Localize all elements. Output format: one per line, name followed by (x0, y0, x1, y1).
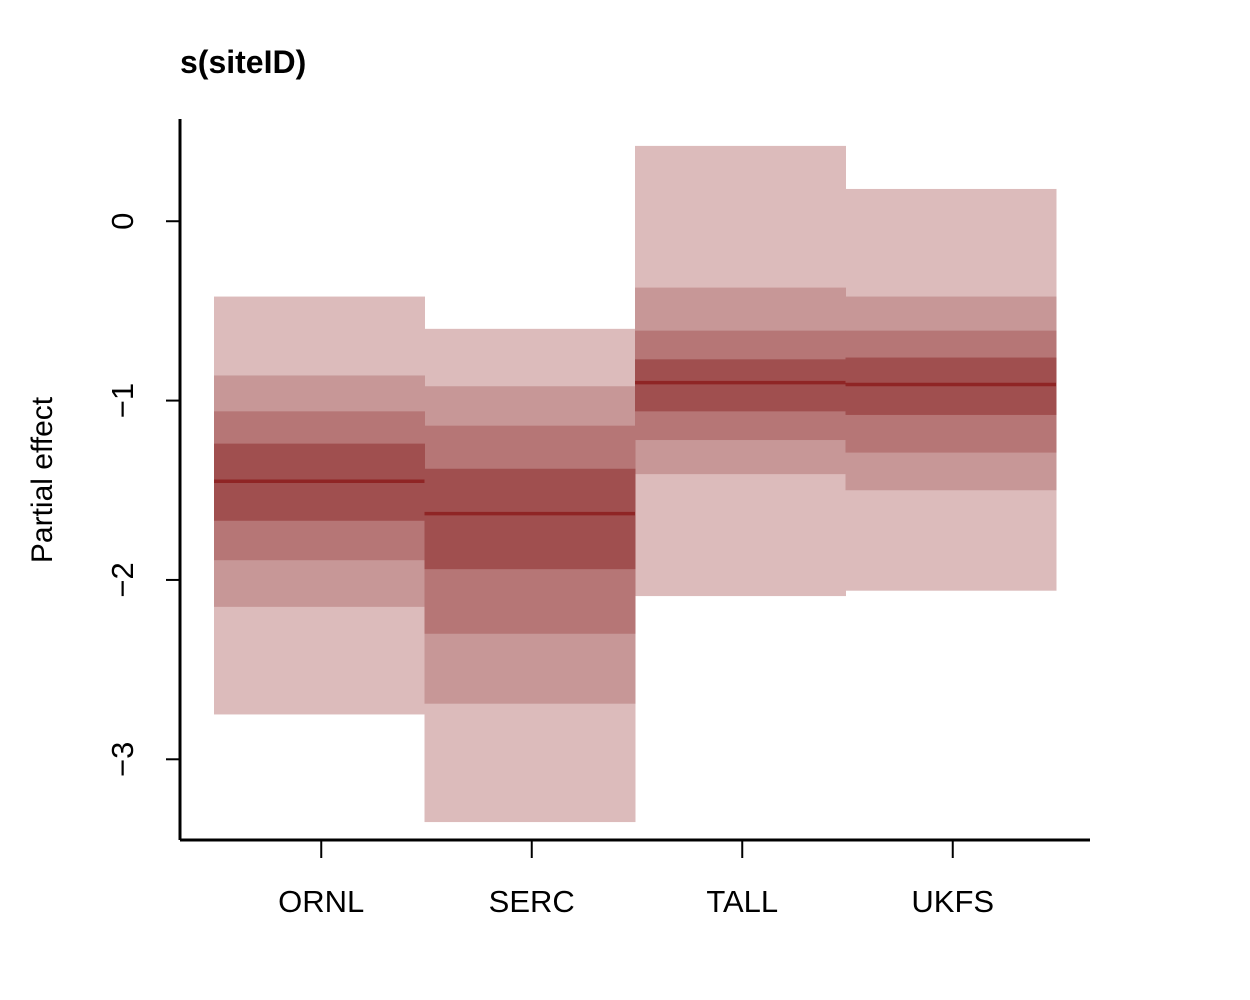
band-inner-tall (635, 359, 846, 412)
x-tick-label-serc: SERC (489, 884, 575, 919)
x-tick-label-tall: TALL (706, 884, 778, 919)
chart-title: s(siteID) (180, 44, 306, 80)
y-tick-label: −3 (105, 742, 140, 777)
axes (178, 119, 1090, 842)
y-axis-label: Partial effect (26, 396, 59, 563)
y-tick-label: −1 (105, 383, 140, 418)
band-inner-serc (424, 468, 636, 570)
median-lines (214, 380, 1056, 516)
y-tick-label: −2 (105, 562, 140, 597)
y-tick-label: 0 (105, 213, 140, 230)
x-ticks: ORNL SERC TALL UKFS (278, 840, 994, 919)
x-tick-label-ornl: ORNL (278, 884, 364, 919)
interval-bands (214, 145, 1057, 823)
band-inner-ukfs (845, 357, 1057, 415)
x-tick-label-ukfs: UKFS (911, 884, 994, 919)
y-ticks: 0 −1 −2 −3 (105, 213, 180, 777)
